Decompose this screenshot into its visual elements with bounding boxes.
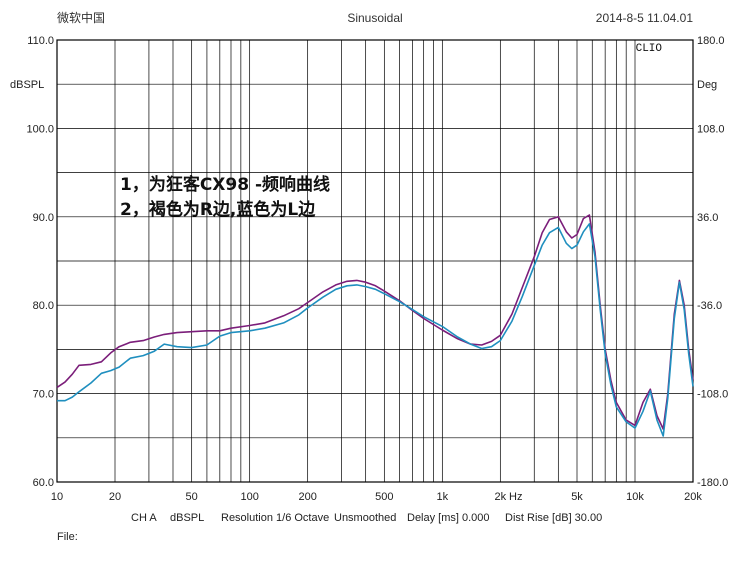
y2-tick-label: 108.0	[697, 123, 725, 135]
footer-channel: CH A	[131, 512, 157, 524]
y2-tick-label: -180.0	[697, 477, 728, 489]
x-tick-label: 1k	[437, 491, 449, 503]
y2-axis-label: Deg	[697, 79, 717, 91]
x-tick-label: 10k	[626, 491, 644, 503]
clio-badge: CLIO	[636, 43, 663, 55]
series-line-R	[56, 214, 694, 430]
x-tick-label: 500	[375, 491, 393, 503]
y-tick-label: 90.0	[33, 212, 54, 224]
footer-smoothing: Unsmoothed	[334, 512, 396, 524]
footer-resolution: Resolution 1/6 Octave	[221, 512, 329, 524]
footer-dist-rise: Dist Rise [dB] 30.00	[505, 512, 602, 524]
x-tick-label: 5k	[571, 491, 583, 503]
y-tick-label: 60.0	[33, 477, 54, 489]
footer-file: File:	[57, 531, 78, 543]
y-tick-label: 80.0	[33, 300, 54, 312]
x-tick-label: 200	[298, 491, 316, 503]
footer-delay: Delay [ms] 0.000	[407, 512, 490, 524]
x-tick-label: 10	[51, 491, 63, 503]
plot-grid	[57, 40, 693, 482]
x-tick-label: 20	[109, 491, 121, 503]
x-tick-label: 2k	[495, 491, 507, 503]
y-tick-label: 70.0	[33, 389, 54, 401]
y2-tick-label: -108.0	[697, 389, 728, 401]
y2-tick-label: 180.0	[697, 35, 725, 47]
annotation-line-1: 1，为狂客CX98 -频响曲线	[120, 174, 330, 195]
x-tick-label: 20k	[684, 491, 702, 503]
annotation-line-2: 2，褐色为R边,蓝色为L边	[120, 199, 316, 220]
data-series	[56, 214, 694, 437]
y-tick-label: 100.0	[26, 123, 54, 135]
x-tick-label: 50	[186, 491, 198, 503]
header-left: 微软中国	[57, 10, 105, 25]
footer-unit: dBSPL	[170, 512, 204, 524]
plot-frame	[56, 39, 694, 483]
header-timestamp: 2014-8-5 11.04.01	[596, 11, 694, 25]
axis-ticks: 10 20 50 100 200 500 1k 2k 5k 10k 20k 60.0 70.0 80.0 9…	[26, 35, 728, 503]
series-line-L	[57, 223, 694, 437]
y-axis-label: dBSPL	[10, 79, 44, 91]
y2-tick-label: 36.0	[697, 212, 718, 224]
header-title: Sinusoidal	[347, 11, 402, 25]
y-tick-label: 110.0	[27, 35, 54, 47]
x-tick-label: 100	[240, 491, 258, 503]
x-axis-unit: Hz	[509, 491, 522, 503]
y2-tick-label: -36.0	[697, 300, 722, 312]
